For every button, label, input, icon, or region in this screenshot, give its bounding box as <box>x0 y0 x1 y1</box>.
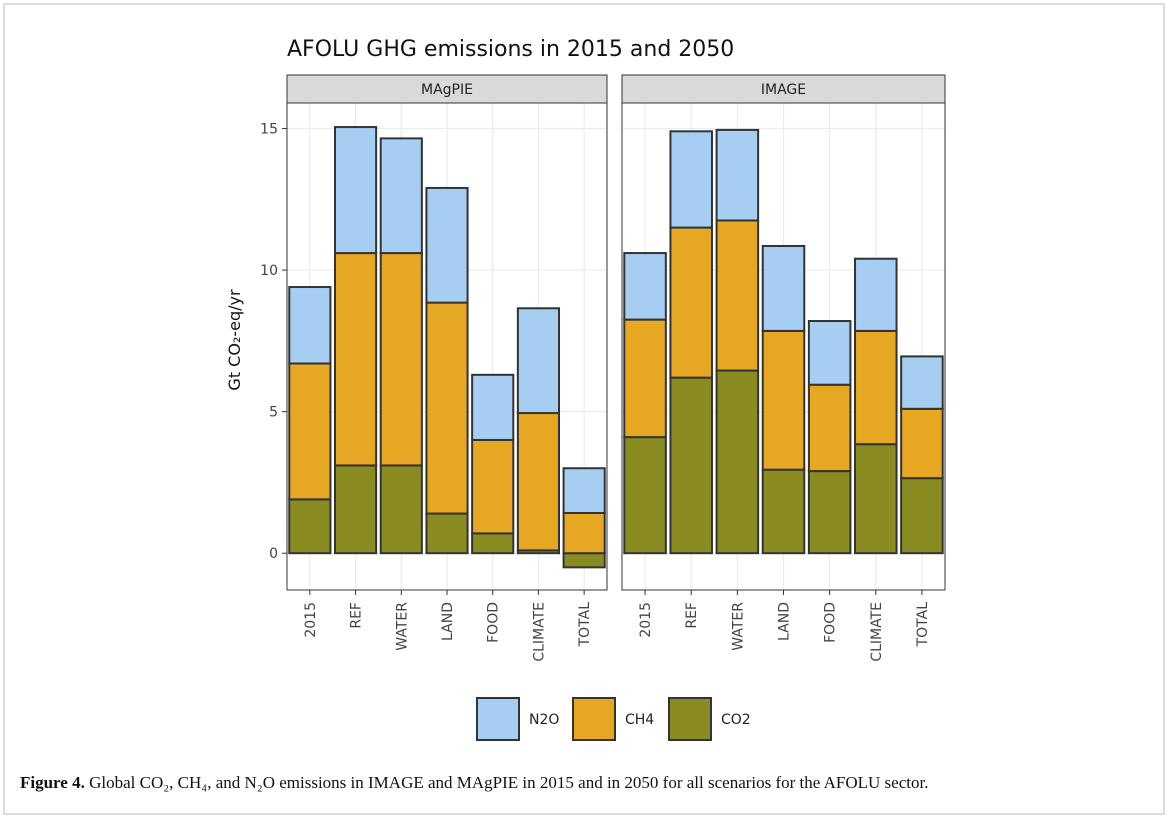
bar-segment <box>379 464 423 555</box>
bar-segment <box>516 307 560 415</box>
bar-segment <box>807 320 852 386</box>
legend-key <box>572 697 616 741</box>
legend-label: CH4 <box>625 712 654 728</box>
y-tick-label: 10 <box>260 263 278 279</box>
bar-segment <box>288 286 332 365</box>
bar-segment <box>715 369 760 555</box>
bar-segment <box>761 468 806 555</box>
x-tick-label: CLIMATE <box>869 602 885 662</box>
y-tick-label: 0 <box>269 546 278 562</box>
x-tick-label: WATER <box>394 602 410 651</box>
y-tick-label: 5 <box>269 405 278 421</box>
legend-label: CO2 <box>721 712 751 728</box>
x-tick-label: REF <box>349 602 365 629</box>
x-tick-label: TOTAL <box>915 602 931 648</box>
bar-segment <box>669 226 713 379</box>
bar-segment <box>562 552 606 569</box>
legend-key <box>668 697 712 741</box>
y-axis-label: Gt CO₂-eq/yr <box>225 289 244 391</box>
x-tick-label: TOTAL <box>577 602 593 648</box>
chart-title: AFOLU GHG emissions in 2015 and 2050 <box>287 37 734 62</box>
caption-label: Figure 4. <box>20 773 85 792</box>
bar-segment <box>471 532 515 555</box>
bar-segment <box>425 301 469 515</box>
caption-text: Global CO₂, CH₄, and N₂O emissions in IM… <box>89 773 929 792</box>
bar-segment <box>900 355 944 410</box>
bar-segment <box>900 477 944 555</box>
bar-segment <box>623 318 667 439</box>
legend-key <box>476 697 520 741</box>
bar-segment <box>623 436 667 555</box>
bar-segment <box>334 464 378 555</box>
x-tick-label: WATER <box>730 602 746 651</box>
panel-title: MAgPIE <box>421 82 473 98</box>
bar-segment <box>516 412 560 552</box>
bar-segment <box>854 257 898 332</box>
bar-segment <box>854 443 898 555</box>
bar-segment <box>761 329 806 471</box>
bar-segment <box>334 252 378 467</box>
bar-segment <box>379 252 423 467</box>
bar-segment <box>425 186 469 304</box>
bar-segment <box>471 373 515 441</box>
bar-segment <box>854 329 898 446</box>
bar-segment <box>761 244 806 332</box>
bar-segment <box>715 128 760 222</box>
bar-segment <box>288 498 332 555</box>
bar-segment <box>669 376 713 555</box>
x-tick-label: REF <box>684 602 700 629</box>
bar-segment <box>425 512 469 555</box>
legend-label: N2O <box>529 712 559 728</box>
panel-title: IMAGE <box>761 82 806 98</box>
bar-segment <box>807 383 852 473</box>
bar-segment <box>715 219 760 372</box>
x-tick-label: FOOD <box>823 602 839 643</box>
bar-segment <box>900 407 944 480</box>
x-tick-label: LAND <box>777 602 793 641</box>
bar-segment <box>379 137 423 255</box>
caption: Figure 4. Global CO₂, CH₄, and N₂O emiss… <box>20 772 1140 794</box>
bar-segment <box>562 511 606 555</box>
x-tick-label: FOOD <box>486 602 502 643</box>
x-tick-label: 2015 <box>638 602 654 638</box>
bar-segment <box>334 126 378 255</box>
bar-segment <box>471 438 515 535</box>
bar-segment <box>669 130 713 229</box>
x-tick-label: 2015 <box>303 602 319 638</box>
bar-segment <box>562 467 606 514</box>
frame <box>3 3 1165 815</box>
bar-segment <box>807 470 852 555</box>
x-tick-label: CLIMATE <box>531 602 547 662</box>
x-tick-label: LAND <box>440 602 456 641</box>
y-tick-label: 15 <box>260 121 278 137</box>
bar-segment <box>288 362 332 501</box>
panel-border <box>621 102 946 591</box>
panel-border <box>286 102 608 591</box>
bar-segment <box>623 252 667 321</box>
